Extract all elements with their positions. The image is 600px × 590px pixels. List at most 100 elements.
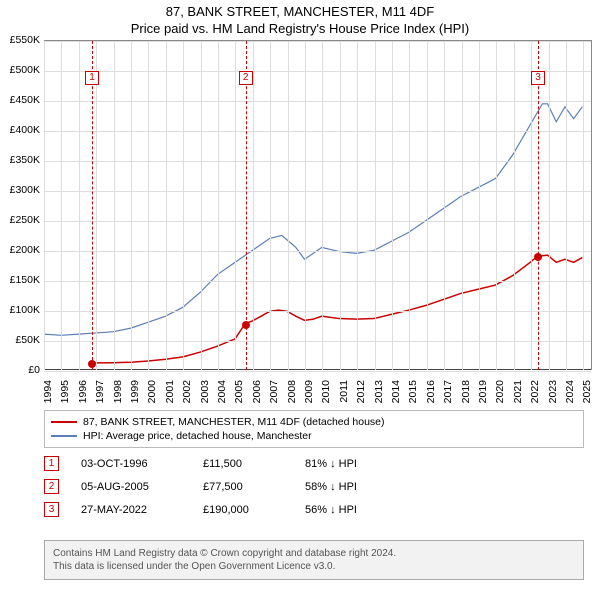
- legend-row: HPI: Average price, detached house, Manc…: [51, 429, 577, 443]
- xtick-label: 2000: [146, 380, 158, 403]
- ytick-label: £350K: [0, 154, 40, 166]
- gridline-v: [479, 41, 480, 370]
- callout-vline: [92, 41, 93, 370]
- series-hpi: [44, 104, 582, 335]
- gridline-h: [44, 101, 591, 102]
- xtick-label: 2023: [547, 380, 559, 403]
- xtick-label: 2009: [303, 380, 315, 403]
- callout-dot: [88, 360, 96, 368]
- gridline-h: [44, 191, 591, 192]
- callout-number: 3: [531, 71, 545, 85]
- title-sub: Price paid vs. HM Land Registry's House …: [0, 21, 600, 36]
- ytick-label: £200K: [0, 244, 40, 256]
- gridline-v: [514, 41, 515, 370]
- event-date: 03-OCT-1996: [81, 458, 181, 470]
- gridline-h: [44, 161, 591, 162]
- callout-number: 1: [85, 71, 99, 85]
- xtick-label: 2002: [181, 380, 193, 403]
- event-date: 27-MAY-2022: [81, 504, 181, 516]
- xtick-label: 2025: [581, 380, 593, 403]
- callout-dot: [534, 253, 542, 261]
- xtick-label: 1994: [42, 380, 54, 403]
- gridline-h: [44, 71, 591, 72]
- gridline-v: [566, 41, 567, 370]
- plot-area: 123: [44, 40, 592, 370]
- event-number: 3: [44, 502, 59, 517]
- xtick-label: 2013: [373, 380, 385, 403]
- legend-swatch: [51, 421, 77, 423]
- xtick-label: 1996: [77, 380, 89, 403]
- legend-row: 87, BANK STREET, MANCHESTER, M11 4DF (de…: [51, 415, 577, 429]
- ytick-label: £50K: [0, 334, 40, 346]
- xtick-label: 2024: [564, 380, 576, 403]
- gridline-v: [357, 41, 358, 370]
- ytick-label: £400K: [0, 124, 40, 136]
- gridline-v: [148, 41, 149, 370]
- gridline-v: [114, 41, 115, 370]
- xtick-label: 1995: [59, 380, 71, 403]
- legend-label: HPI: Average price, detached house, Manc…: [83, 430, 312, 442]
- gridline-v: [444, 41, 445, 370]
- event-number: 1: [44, 456, 59, 471]
- gridline-v: [409, 41, 410, 370]
- legend-swatch: [51, 435, 77, 437]
- event-delta: 58% ↓ HPI: [305, 481, 357, 493]
- xtick-label: 1998: [112, 380, 124, 403]
- gridline-v: [549, 41, 550, 370]
- gridline-v: [201, 41, 202, 370]
- xtick-label: 1997: [94, 380, 106, 403]
- title-main: 87, BANK STREET, MANCHESTER, M11 4DF: [0, 4, 600, 19]
- event-delta: 56% ↓ HPI: [305, 504, 357, 516]
- gridline-h: [44, 371, 591, 372]
- gridline-v: [79, 41, 80, 370]
- xtick-label: 2019: [477, 380, 489, 403]
- xtick-label: 2021: [512, 380, 524, 403]
- event-row: 3 27-MAY-2022 £190,000 56% ↓ HPI: [44, 498, 584, 521]
- xtick-label: 2015: [407, 380, 419, 403]
- gridline-h: [44, 251, 591, 252]
- event-table: 103-OCT-1996£11,50081% ↓ HPI205-AUG-2005…: [44, 452, 584, 521]
- callout-dot: [242, 321, 250, 329]
- footer-attribution: Contains HM Land Registry data © Crown c…: [44, 540, 584, 580]
- legend-label: 87, BANK STREET, MANCHESTER, M11 4DF (de…: [83, 416, 385, 428]
- event-row: 103-OCT-1996£11,50081% ↓ HPI: [44, 452, 584, 475]
- xtick-label: 2014: [390, 380, 402, 403]
- gridline-v: [96, 41, 97, 370]
- gridline-v: [583, 41, 584, 370]
- gridline-v: [462, 41, 463, 370]
- footer-line1: Contains HM Land Registry data © Crown c…: [53, 547, 575, 560]
- gridline-h: [44, 221, 591, 222]
- gridline-h: [44, 311, 591, 312]
- event-date: 05-AUG-2005: [81, 481, 181, 493]
- footer-line2: This data is licensed under the Open Gov…: [53, 560, 575, 573]
- ytick-label: £150K: [0, 274, 40, 286]
- ytick-label: £100K: [0, 304, 40, 316]
- ytick-label: £550K: [0, 34, 40, 46]
- title-block: 87, BANK STREET, MANCHESTER, M11 4DF Pri…: [0, 0, 600, 36]
- event-price: £190,000: [203, 504, 283, 516]
- gridline-v: [496, 41, 497, 370]
- event-price: £77,500: [203, 481, 283, 493]
- gridline-h: [44, 131, 591, 132]
- event-delta: 81% ↓ HPI: [305, 458, 357, 470]
- ytick-label: £500K: [0, 64, 40, 76]
- legend: 87, BANK STREET, MANCHESTER, M11 4DF (de…: [44, 410, 584, 448]
- xtick-label: 2006: [251, 380, 263, 403]
- gridline-v: [270, 41, 271, 370]
- gridline-v: [340, 41, 341, 370]
- xtick-label: 2007: [268, 380, 280, 403]
- xtick-label: 2017: [442, 380, 454, 403]
- gridline-v: [166, 41, 167, 370]
- gridline-v: [183, 41, 184, 370]
- xtick-label: 2004: [216, 380, 228, 403]
- xtick-label: 2012: [355, 380, 367, 403]
- gridline-h: [44, 281, 591, 282]
- xtick-label: 1999: [129, 380, 141, 403]
- chart: 123 £0£50K£100K£150K£200K£250K£300K£350K…: [0, 40, 600, 400]
- gridline-v: [392, 41, 393, 370]
- ytick-label: £0: [0, 364, 40, 376]
- gridline-h: [44, 41, 591, 42]
- gridline-v: [61, 41, 62, 370]
- xtick-label: 2020: [494, 380, 506, 403]
- xtick-label: 2001: [164, 380, 176, 403]
